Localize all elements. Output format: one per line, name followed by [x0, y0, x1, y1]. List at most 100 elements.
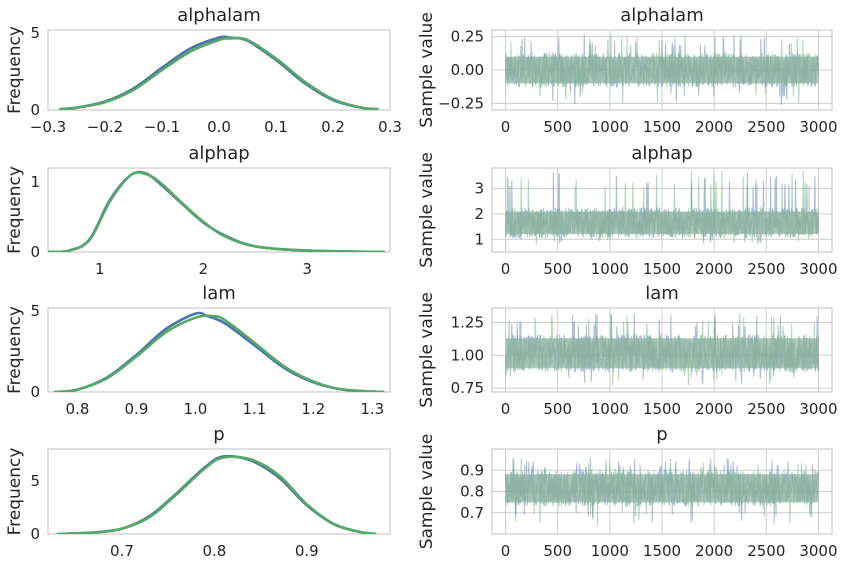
x-tick-label: 0 — [501, 260, 511, 278]
x-tick-label: 0 — [501, 400, 511, 418]
x-tick-label: −0.1 — [144, 118, 180, 136]
y-tick-label: 0.8 — [460, 483, 484, 501]
x-tick-label: 0.9 — [295, 542, 319, 560]
x-tick-label: 0 — [501, 118, 511, 136]
x-tick-label: 500 — [543, 542, 572, 560]
y-axis-label: Frequency — [5, 166, 25, 254]
trace-panel-alphalam: 0 500 1000 1500 2000 2500 3000 −0.25 0.00 0.25 alp… — [417, 5, 838, 136]
x-tick-label: 2500 — [747, 542, 785, 560]
x-tick-label: −0.3 — [30, 118, 66, 136]
x-tick-label: 2500 — [747, 260, 785, 278]
x-tick-label: 1.3 — [360, 400, 384, 418]
y-axis-label: Frequency — [5, 448, 25, 536]
x-tick-label: 3000 — [799, 542, 837, 560]
trace-panel-alphap: 0 500 1000 1500 2000 2500 3000 1 2 3 alphap Sample … — [417, 143, 838, 278]
x-tick-label: 1 — [95, 260, 105, 278]
x-tick-label: 0.0 — [207, 118, 231, 136]
x-tick-label: 0.8 — [202, 542, 226, 560]
x-tick-label: 2000 — [695, 542, 733, 560]
panel-title: alphap — [631, 143, 692, 164]
y-tick-label: 0.7 — [460, 504, 484, 522]
x-tick-label: 3000 — [799, 260, 837, 278]
x-tick-label: 500 — [543, 400, 572, 418]
plot-area — [505, 170, 819, 245]
y-tick-label: 1.25 — [451, 313, 484, 331]
x-tick-label: 0.9 — [125, 400, 149, 418]
y-tick-label: −0.25 — [438, 94, 484, 112]
y-axis-label: Sample value — [417, 152, 437, 268]
y-axis-label: Sample value — [417, 12, 437, 128]
x-tick-label: 1500 — [643, 542, 681, 560]
kde-series-chain-2 — [48, 171, 385, 252]
plot-area — [48, 170, 385, 252]
kde-panel-p: 0.7 0.8 0.9 0 5 p Frequency — [5, 424, 391, 560]
axes-frame — [47, 448, 391, 535]
x-tick-label: 0.8 — [66, 400, 90, 418]
plot-area — [57, 454, 377, 534]
y-tick-label: 5 — [30, 302, 40, 320]
x-tick-label: 3 — [302, 260, 312, 278]
plot-area — [505, 34, 819, 106]
trace-density-band — [505, 211, 819, 234]
y-tick-label: 0 — [30, 383, 40, 401]
x-tick-label: 1000 — [591, 542, 629, 560]
x-tick-label: 0.3 — [378, 118, 402, 136]
x-tick-label: 1500 — [643, 118, 681, 136]
x-tick-label: 1500 — [643, 260, 681, 278]
y-tick-label: 5 — [30, 24, 40, 42]
x-tick-label: 1000 — [591, 260, 629, 278]
x-tick-label: 0 — [501, 542, 511, 560]
panel-title: p — [213, 424, 224, 445]
x-tick-label: 1000 — [591, 400, 629, 418]
trace-density-band — [505, 56, 819, 84]
panel-title: lam — [645, 283, 679, 304]
y-tick-label: 0.25 — [451, 28, 484, 46]
y-tick-label: 0 — [30, 101, 40, 119]
x-tick-label: 1.1 — [242, 400, 266, 418]
x-tick-label: 500 — [543, 118, 572, 136]
y-axis-label: Frequency — [5, 26, 25, 114]
kde-series-chain-2 — [59, 36, 379, 110]
x-tick-label: 2000 — [695, 260, 733, 278]
x-tick-label: 500 — [543, 260, 572, 278]
panel-title: alphap — [188, 143, 249, 164]
x-tick-label: 1000 — [591, 118, 629, 136]
trace-panel-p: 0 500 1000 1500 2000 2500 3000 0.7 0.8 0.9 p Sample… — [417, 424, 838, 560]
trace-panel-lam: 0 500 1000 1500 2000 2500 3000 0.75 1.00 1.25 lam S… — [417, 283, 838, 418]
x-tick-label: 0.7 — [110, 542, 134, 560]
kde-series-chain-2 — [57, 455, 377, 534]
y-axis-label: Sample value — [417, 434, 437, 550]
y-tick-label: 1.00 — [451, 346, 484, 364]
x-tick-label: 1500 — [643, 400, 681, 418]
kde-panel-alphalam: −0.3 −0.2 −0.1 0.0 0.1 0.2 0.3 0 5 alphalam Freque… — [5, 5, 402, 136]
plot-area — [59, 35, 379, 110]
x-tick-label: 2 — [199, 260, 209, 278]
y-tick-label: 0 — [30, 243, 40, 261]
y-tick-label: 1 — [474, 230, 484, 248]
panel-title: lam — [202, 283, 236, 304]
y-axis-label: Frequency — [5, 306, 25, 394]
trace-density-band — [505, 474, 819, 503]
y-tick-label: 5 — [30, 472, 40, 490]
axes-frame — [47, 167, 391, 253]
x-tick-label: 1.0 — [183, 400, 207, 418]
plot-area — [53, 311, 385, 392]
x-tick-label: 2500 — [747, 400, 785, 418]
panel-title: alphalam — [177, 5, 260, 26]
y-tick-label: 0 — [30, 525, 40, 543]
y-tick-label: 0.75 — [451, 379, 484, 397]
kde-series-chain-2 — [53, 314, 385, 392]
y-axis-label: Sample value — [417, 292, 437, 408]
x-tick-label: 0.2 — [321, 118, 345, 136]
x-tick-label: 2000 — [695, 118, 733, 136]
plot-area — [505, 457, 819, 526]
panel-title: alphalam — [620, 5, 703, 26]
trace-density-band — [505, 338, 819, 369]
y-tick-label: 3 — [474, 179, 484, 197]
y-tick-label: 0.9 — [460, 461, 484, 479]
y-tick-label: 2 — [474, 205, 484, 223]
x-tick-label: 1.2 — [301, 400, 325, 418]
axes-frame — [47, 29, 391, 111]
kde-panel-lam: 0.8 0.9 1.0 1.1 1.2 1.3 0 5 lam Frequency — [5, 283, 391, 418]
